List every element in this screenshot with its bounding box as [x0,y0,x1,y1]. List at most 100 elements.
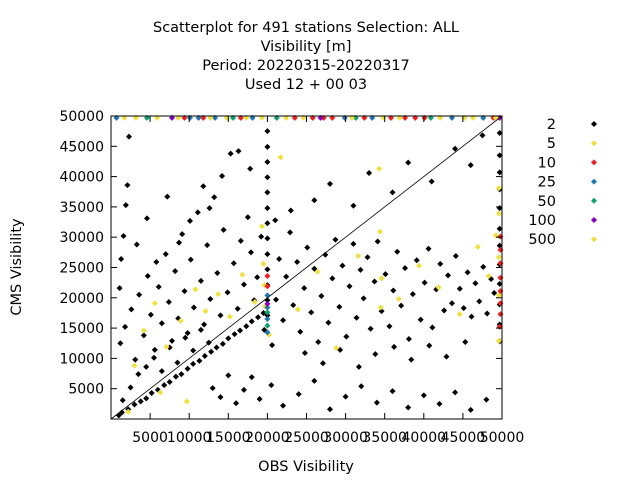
data-point [127,384,134,391]
data-point [117,340,124,347]
data-point [389,388,396,395]
data-point [319,360,326,367]
data-point [374,238,381,245]
data-point [378,275,385,282]
legend-label: 50 [538,194,556,210]
data-point [264,189,271,196]
legend-label: 25 [538,175,556,191]
data-point [398,302,405,309]
data-point [264,235,271,242]
legend-label: 5 [547,136,556,152]
data-point [258,233,265,240]
data-point [355,252,362,259]
data-point [322,251,329,258]
data-point [372,351,379,358]
data-point [192,286,199,293]
y-tick-label: 45000 [59,139,104,155]
data-point [315,339,322,346]
data-point [366,169,373,176]
data-point [153,259,160,266]
data-point [264,128,271,135]
data-point [472,280,479,287]
data-point [264,322,271,329]
data-point [264,309,271,316]
data-point [425,245,432,252]
data-point [172,373,179,380]
data-point [181,288,188,295]
data-point [497,246,504,253]
data-point [244,214,251,221]
data-point [140,327,147,334]
data-point [480,263,487,270]
x-axis-label: OBS Visibility [258,459,354,475]
x-tick-label: 45000 [441,430,486,446]
y-tick-label: 30000 [59,230,104,246]
data-point [467,406,474,413]
data-point [155,283,162,290]
data-point [260,260,267,267]
legend-label: 100 [528,213,556,229]
data-point [301,285,308,292]
data-point [452,145,459,152]
data-point [217,394,224,401]
data-point [426,342,433,349]
data-point [151,354,158,361]
data-point [151,300,158,307]
data-point [118,409,125,416]
data-point [163,343,170,350]
diagonal-line [110,115,503,420]
data-point [443,353,450,360]
data-point [364,254,371,261]
data-point [280,402,287,409]
data-point [491,289,498,296]
data-point [437,260,444,267]
data-point [202,308,209,315]
data-point [350,202,357,209]
data-point [197,277,204,284]
data-point [161,382,168,389]
data-point [209,385,216,392]
data-point [405,159,412,166]
data-point [157,389,164,396]
data-point [137,398,144,405]
data-point [468,313,475,320]
data-point [258,223,265,230]
legend-label: 2 [547,117,556,133]
data-point [436,400,443,407]
data-point [224,289,231,296]
data-point [413,257,420,264]
chart-title-line-2: Visibility [m] [261,39,352,55]
data-point [119,397,126,404]
data-point [346,283,353,290]
data-point [342,393,349,400]
data-point [367,325,374,332]
data-point [483,396,490,403]
chart-title-line-1: Scatterplot for 491 stations Selection: … [153,20,459,36]
x-tick-label: 20000 [245,430,290,446]
data-point [355,363,362,370]
data-point [231,331,238,338]
data-point [132,356,139,363]
data-point [358,383,365,390]
data-point [214,269,221,276]
data-point [219,172,226,179]
data-point [448,300,455,307]
data-point [227,150,234,157]
data-point [184,365,191,372]
data-point [128,306,135,313]
data-point [140,332,147,339]
data-point [273,296,280,303]
data-point [395,296,402,303]
data-point [215,291,222,298]
data-point [122,323,129,330]
data-point [304,244,311,251]
data-point [377,304,384,311]
data-point [264,312,271,319]
data-point [116,285,123,292]
legend-label: 500 [528,232,556,248]
data-point [251,299,258,306]
data-point [208,348,215,355]
data-point [144,272,151,279]
data-point [386,323,393,330]
